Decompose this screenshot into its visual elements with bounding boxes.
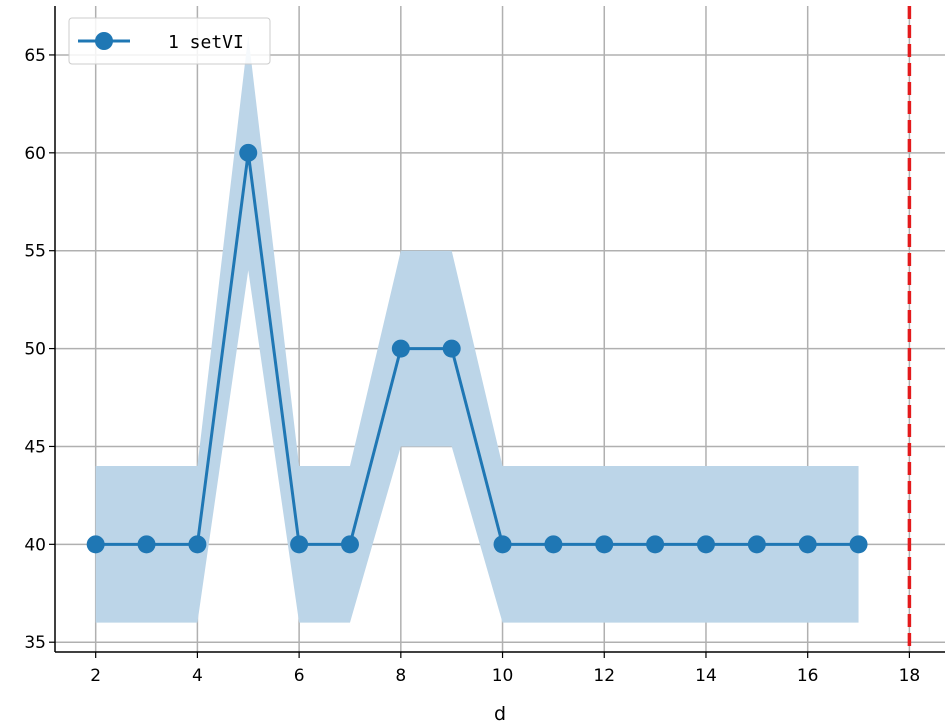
data-point (849, 535, 868, 554)
data-point (747, 535, 766, 554)
data-point (544, 535, 563, 554)
tick-labels: 2 4 6 8 10 12 14 16 18 35 40 45 50 55 60 65 (24, 46, 920, 686)
x-tick-label: 2 (90, 666, 101, 686)
y-tick-label: 35 (24, 633, 46, 653)
data-point (239, 143, 258, 162)
y-tick-label: 50 (24, 340, 46, 360)
confidence-band-layer (95, 35, 859, 623)
data-point (86, 535, 105, 554)
data-point (290, 535, 309, 554)
y-tick-label: 65 (24, 46, 46, 66)
data-point (646, 535, 665, 554)
data-point (696, 535, 715, 554)
confidence-band (95, 35, 859, 623)
x-tick-label: 18 (899, 666, 921, 686)
y-tick-label: 45 (24, 437, 46, 457)
series-line (95, 151, 859, 546)
y-tick-label: 60 (24, 144, 46, 164)
legend: 1 setVI (68, 17, 271, 65)
legend-entry-label: 1 setVI (168, 32, 244, 53)
x-tick-label: 14 (695, 666, 717, 686)
data-point (391, 339, 410, 358)
legend-marker-swatch (95, 32, 113, 50)
x-tick-label: 12 (593, 666, 615, 686)
y-tick-label: 55 (24, 242, 46, 262)
x-tick-label: 4 (192, 666, 203, 686)
data-point (188, 535, 207, 554)
data-point (442, 339, 461, 358)
data-point (493, 535, 512, 554)
x-tick-label: 6 (294, 666, 305, 686)
data-point (340, 535, 359, 554)
y-tick-label: 40 (24, 535, 46, 555)
series-layer (86, 143, 868, 554)
x-tick-label: 8 (395, 666, 406, 686)
data-point (595, 535, 614, 554)
axes (49, 6, 945, 658)
x-tick-label: 16 (797, 666, 819, 686)
data-point (798, 535, 817, 554)
legend-box (68, 17, 271, 65)
x-tick-label: 10 (492, 666, 514, 686)
data-point (137, 535, 156, 554)
x-axis-label: d (494, 703, 506, 725)
